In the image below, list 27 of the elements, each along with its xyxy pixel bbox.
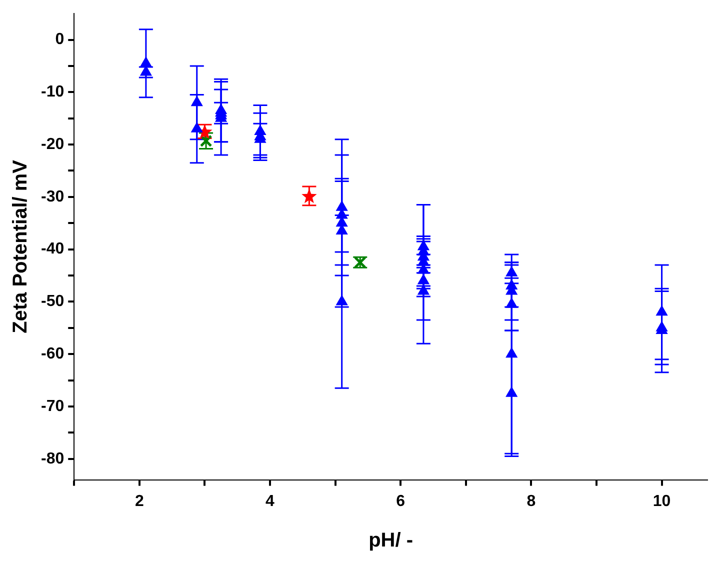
y-tick-label: -10 [41, 84, 64, 101]
y-tick-label: -80 [41, 450, 64, 468]
x-axis-title: pH/ - [368, 530, 414, 552]
y-tick-label: -60 [41, 345, 64, 362]
point [506, 386, 518, 397]
y-tick-label: -50 [41, 293, 64, 310]
point [506, 298, 518, 308]
x-tick-label: 2 [134, 492, 144, 510]
x-tick-label: 8 [526, 492, 536, 510]
y-tick-label: -30 [41, 188, 64, 206]
point [336, 200, 348, 211]
point [506, 266, 518, 276]
point [140, 56, 152, 67]
x-tick-label: 10 [652, 492, 671, 510]
point [336, 295, 348, 306]
y-tick-label: -40 [41, 240, 64, 258]
y-tick-label: -70 [41, 398, 64, 415]
point [506, 348, 518, 358]
y-tick-label: -20 [41, 136, 64, 153]
point [656, 306, 668, 316]
point [191, 122, 203, 132]
x-tick-label: 6 [396, 492, 406, 510]
point [418, 274, 430, 284]
y-axis-title: Zeta Potential/ mV [10, 159, 32, 334]
point [191, 96, 203, 106]
x-tick-label: 4 [266, 492, 275, 510]
y-tick-label: 0 [55, 31, 64, 48]
